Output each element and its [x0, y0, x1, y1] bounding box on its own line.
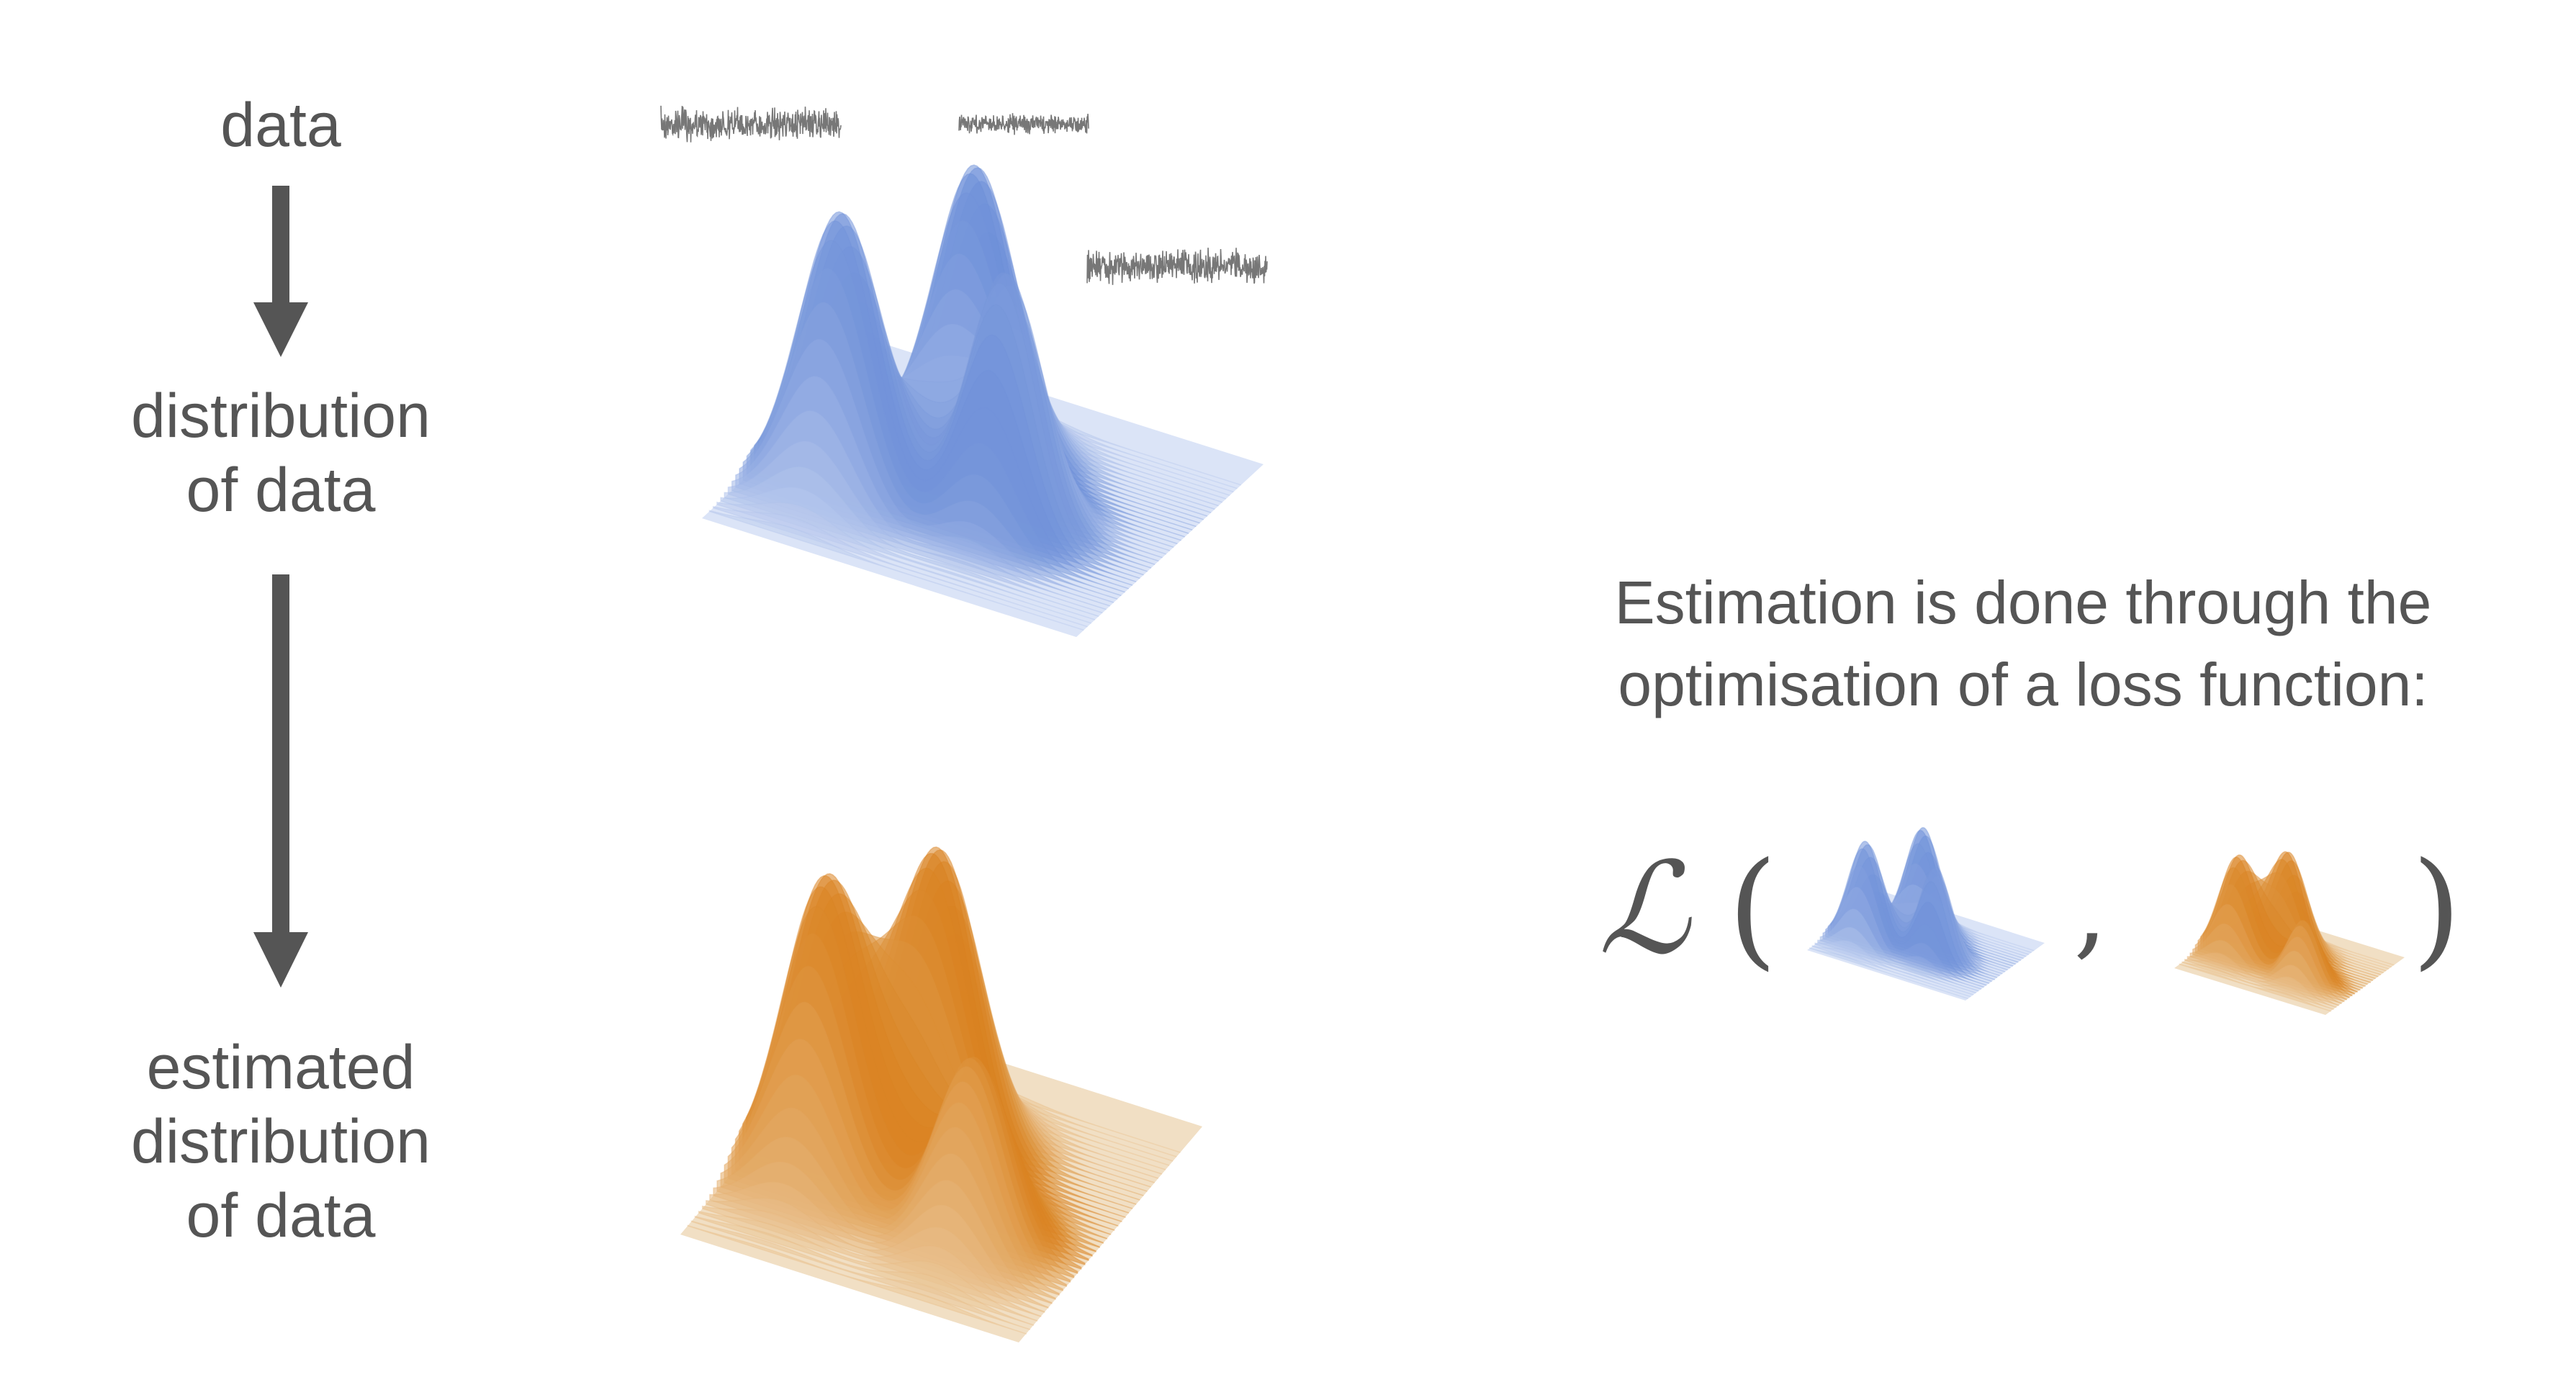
- loss-open-paren: (: [1728, 835, 1778, 983]
- label-distribution: distribution of data: [79, 379, 482, 528]
- label-estimated-line3: of data: [186, 1181, 376, 1251]
- down-arrow-icon: [253, 574, 308, 988]
- noise-trace-icon: [660, 105, 842, 143]
- surface-plot-icon: [1807, 826, 2045, 1001]
- loss-note: Estimation is done through the optimisat…: [1526, 561, 2520, 726]
- noise-trace-icon: [958, 113, 1089, 135]
- surface-plot-icon: [2174, 851, 2405, 1015]
- loss-note-line1: Estimation is done through the: [1614, 569, 2432, 636]
- label-distribution-line1: distribution: [131, 382, 431, 451]
- loss-separator: ,: [2073, 846, 2108, 971]
- loss-close-paren: ): [2412, 835, 2462, 983]
- label-estimated-line1: estimated: [146, 1033, 415, 1102]
- label-distribution-line2: of data: [186, 456, 376, 525]
- loss-symbol: ℒ: [1598, 835, 1690, 983]
- label-data: data: [79, 89, 482, 163]
- label-estimated-line2: distribution: [131, 1107, 431, 1177]
- noise-trace-icon: [1086, 248, 1268, 285]
- down-arrow-icon: [253, 186, 308, 357]
- label-data-line1: data: [220, 91, 341, 160]
- loss-note-line2: optimisation of a loss function:: [1618, 651, 2428, 719]
- surface-plot-icon: [680, 846, 1202, 1342]
- surface-plot-icon: [702, 164, 1264, 637]
- label-estimated: estimated distribution of data: [79, 1031, 482, 1254]
